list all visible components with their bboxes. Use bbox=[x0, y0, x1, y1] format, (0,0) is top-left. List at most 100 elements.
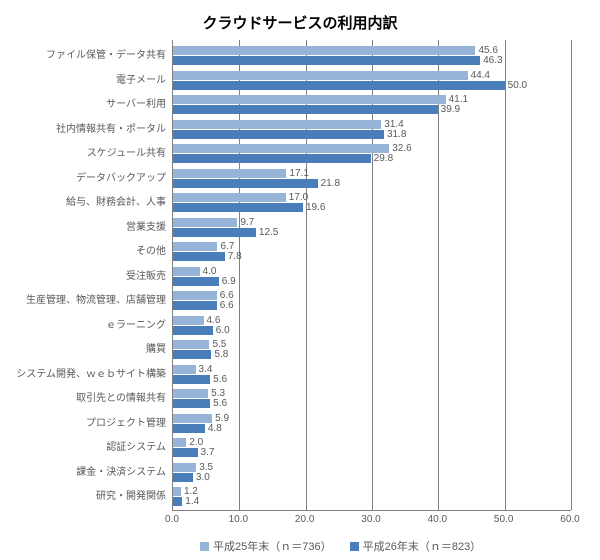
value-label: 9.7 bbox=[240, 218, 254, 228]
x-tick-label: 10.0 bbox=[229, 514, 248, 525]
category-label: プロジェクト管理 bbox=[0, 419, 166, 429]
legend-swatch bbox=[200, 542, 209, 551]
value-label: 31.4 bbox=[384, 120, 403, 130]
bar bbox=[173, 277, 219, 286]
bar bbox=[173, 438, 186, 447]
bar bbox=[173, 350, 211, 359]
gridline bbox=[505, 40, 506, 510]
value-label: 46.3 bbox=[483, 56, 502, 66]
value-label: 6.0 bbox=[216, 326, 230, 336]
gridline bbox=[438, 40, 439, 510]
bar bbox=[173, 487, 181, 496]
bar bbox=[173, 242, 217, 251]
bar bbox=[173, 179, 318, 188]
value-label: 3.5 bbox=[199, 463, 213, 473]
gridline bbox=[571, 40, 572, 510]
value-label: 5.6 bbox=[213, 399, 227, 409]
value-label: 3.0 bbox=[196, 473, 210, 483]
value-label: 7.8 bbox=[228, 252, 242, 262]
value-label: 5.6 bbox=[213, 375, 227, 385]
category-label: その他 bbox=[0, 247, 166, 257]
chart-title: クラウドサービスの利用内訳 bbox=[0, 12, 600, 33]
legend-label: 平成26年末（ｎ＝823） bbox=[363, 538, 482, 554]
x-tick-label: 30.0 bbox=[361, 514, 380, 525]
value-label: 19.6 bbox=[306, 203, 325, 213]
value-label: 5.9 bbox=[215, 414, 229, 424]
legend: 平成25年末（ｎ＝736） 平成26年末（ｎ＝823） bbox=[200, 538, 481, 554]
bar bbox=[173, 120, 381, 129]
bar bbox=[173, 291, 217, 300]
bar bbox=[173, 497, 182, 506]
bar bbox=[173, 56, 480, 65]
bar bbox=[173, 95, 446, 104]
value-label: 6.9 bbox=[222, 277, 236, 287]
bar bbox=[173, 130, 384, 139]
value-label: 4.0 bbox=[203, 267, 217, 277]
category-label: 購買 bbox=[0, 345, 166, 355]
x-tick-label: 60.0 bbox=[560, 514, 579, 525]
value-label: 1.4 bbox=[185, 497, 199, 507]
bar bbox=[173, 301, 217, 310]
bar bbox=[173, 193, 286, 202]
legend-item: 平成25年末（ｎ＝736） bbox=[200, 538, 332, 554]
bar bbox=[173, 228, 256, 237]
legend-item: 平成26年末（ｎ＝823） bbox=[350, 538, 482, 554]
value-label: 39.9 bbox=[441, 105, 460, 115]
bar bbox=[173, 144, 389, 153]
value-label: 21.8 bbox=[321, 179, 340, 189]
category-label: 生産管理、物流管理、店舗管理 bbox=[0, 296, 166, 306]
category-label: 認証システム bbox=[0, 443, 166, 453]
bar bbox=[173, 218, 237, 227]
bar bbox=[173, 105, 438, 114]
bar bbox=[173, 81, 505, 90]
bar bbox=[173, 326, 213, 335]
category-label: 電子メール bbox=[0, 76, 166, 86]
x-tick-label: 50.0 bbox=[494, 514, 513, 525]
bar bbox=[173, 375, 210, 384]
bar bbox=[173, 414, 212, 423]
value-label: 50.0 bbox=[508, 81, 527, 91]
bar bbox=[173, 389, 208, 398]
bar bbox=[173, 424, 205, 433]
value-label: 17.1 bbox=[289, 169, 308, 179]
category-label: システム開発、ｗｅｂサイト構築 bbox=[0, 370, 166, 380]
category-label: スケジュール共有 bbox=[0, 149, 166, 159]
bar bbox=[173, 316, 204, 325]
x-tick-label: 40.0 bbox=[428, 514, 447, 525]
bar bbox=[173, 473, 193, 482]
category-label: データバックアップ bbox=[0, 174, 166, 184]
bar bbox=[173, 203, 303, 212]
x-tick-label: 0.0 bbox=[165, 514, 179, 525]
value-label: 32.6 bbox=[392, 144, 411, 154]
category-label: 営業支援 bbox=[0, 223, 166, 233]
value-label: 12.5 bbox=[259, 228, 278, 238]
value-label: 29.8 bbox=[374, 154, 393, 164]
value-label: 6.6 bbox=[220, 301, 234, 311]
category-label: 社内情報共有・ポータル bbox=[0, 125, 166, 135]
bar bbox=[173, 154, 371, 163]
value-label: 4.6 bbox=[207, 316, 221, 326]
category-label: 取引先との情報共有 bbox=[0, 394, 166, 404]
bar bbox=[173, 448, 198, 457]
bar bbox=[173, 267, 200, 276]
bar bbox=[173, 71, 468, 80]
category-label: ｅラーニング bbox=[0, 321, 166, 331]
bar bbox=[173, 46, 475, 55]
category-label: サーバー利用 bbox=[0, 100, 166, 110]
category-label: 給与、財務会計、人事 bbox=[0, 198, 166, 208]
value-label: 3.7 bbox=[201, 448, 215, 458]
category-label: 受注販売 bbox=[0, 272, 166, 282]
bar bbox=[173, 399, 210, 408]
bar bbox=[173, 463, 196, 472]
value-label: 4.8 bbox=[208, 424, 222, 434]
legend-swatch bbox=[350, 542, 359, 551]
value-label: 44.4 bbox=[471, 71, 490, 81]
bar bbox=[173, 169, 286, 178]
bar bbox=[173, 365, 196, 374]
bar bbox=[173, 340, 209, 349]
category-label: 研究・開発関係 bbox=[0, 492, 166, 502]
value-label: 31.8 bbox=[387, 130, 406, 140]
category-label: ファイル保管・データ共有 bbox=[0, 51, 166, 61]
plot-area: 45.646.344.450.041.139.931.431.832.629.8… bbox=[172, 40, 571, 511]
category-label: 課金・決済システム bbox=[0, 468, 166, 478]
